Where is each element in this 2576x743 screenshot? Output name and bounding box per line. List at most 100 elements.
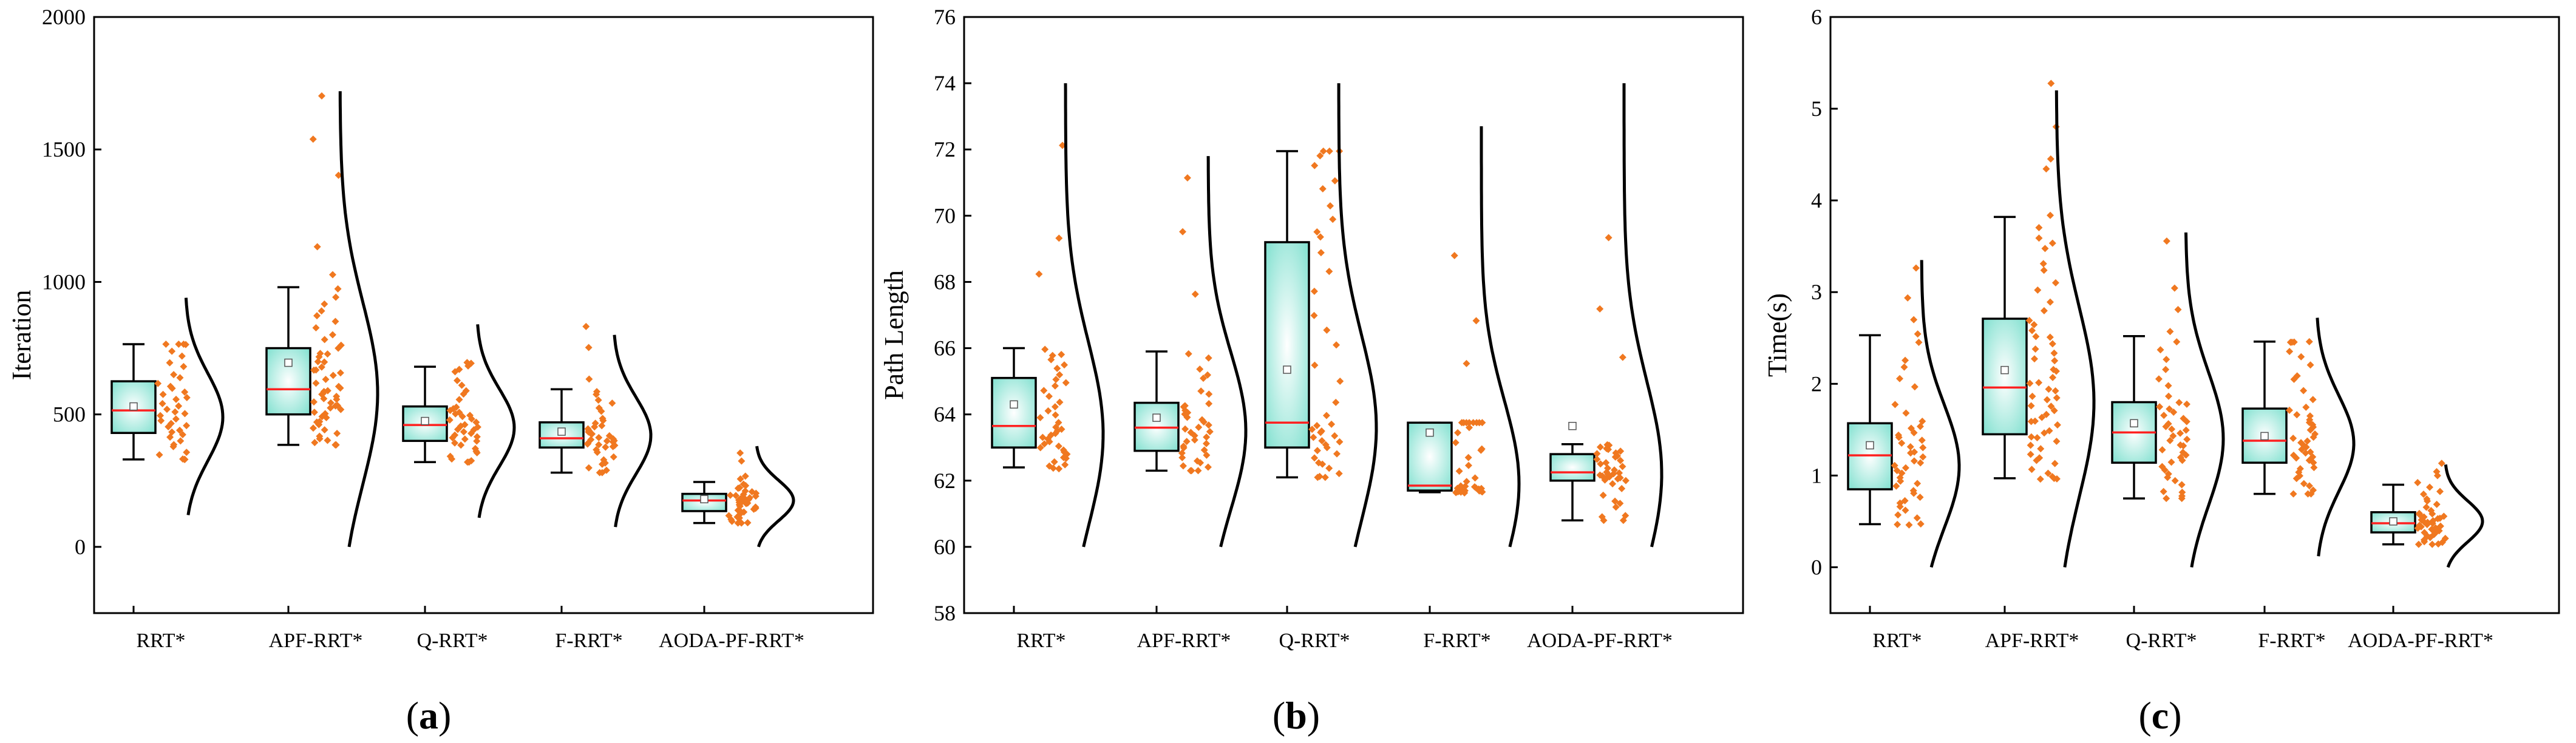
scatter-point	[2306, 412, 2314, 420]
scatter-point	[2158, 463, 2166, 470]
scatter-point	[1464, 461, 1472, 469]
scatter-point	[1918, 436, 1926, 444]
x-axis-categories: RRT* APF-RRT* Q-RRT* F-RRT* AODA-PF-RRT*	[1869, 606, 2493, 652]
scatter-point	[2305, 482, 2313, 490]
scatter-point	[1205, 400, 1213, 408]
series-AODA-PF-RRT*	[681, 446, 795, 548]
scatter-point	[1055, 465, 1063, 473]
scatter-point	[1465, 424, 1473, 432]
scatter-point	[2163, 356, 2170, 364]
scatter-point	[1053, 364, 1061, 372]
scatter-point	[1317, 249, 1325, 257]
scatter-point	[2045, 385, 2053, 393]
scatter-point	[1316, 472, 1324, 480]
scatter-point	[1322, 441, 1330, 449]
scatter-point	[1894, 521, 1901, 529]
scatter-point	[2164, 392, 2172, 400]
scatter-point	[457, 441, 465, 449]
scatter-point	[1325, 268, 1333, 276]
x-tick-label: RRT*	[1872, 629, 1922, 652]
scatter-point	[463, 359, 471, 367]
scatter-point	[2164, 382, 2172, 390]
scatter-point	[336, 369, 344, 377]
scatter-point	[2044, 469, 2052, 477]
scatter-point	[318, 92, 325, 100]
scatter-point	[1891, 461, 1898, 469]
scatter-point	[2309, 486, 2317, 494]
plot-area	[1847, 80, 2484, 568]
scatter-point	[318, 363, 325, 371]
scatter-point	[2166, 405, 2173, 413]
scatter-point	[2164, 420, 2172, 428]
scatter-point	[591, 419, 599, 427]
x-tick-label: AODA-PF-RRT*	[2348, 629, 2493, 652]
scatter-point	[177, 437, 185, 445]
scatter-points	[1593, 234, 1630, 524]
scatter-point	[2436, 522, 2444, 530]
mean-marker	[129, 402, 138, 411]
y-tick-label: 1000	[42, 270, 86, 294]
scatter-point	[2426, 483, 2434, 491]
scatter-point	[1179, 462, 1187, 470]
scatter-point	[2043, 396, 2051, 404]
density-curve	[1622, 83, 1664, 548]
scatter-points	[2155, 237, 2191, 503]
mean-marker	[557, 427, 566, 436]
y-tick-label: 70	[934, 203, 956, 228]
scatter-point	[313, 243, 321, 251]
scatter-point	[1187, 467, 1195, 475]
box-iqr	[110, 380, 157, 434]
scatter-point	[1051, 403, 1059, 411]
scatter-point	[2310, 464, 2318, 472]
scatter-point	[2041, 245, 2049, 253]
scatter-point	[178, 431, 186, 439]
scatter-points	[1308, 147, 1344, 481]
scatter-points	[1891, 264, 1927, 529]
scatter-point	[458, 381, 466, 389]
scatter-point	[461, 421, 469, 429]
y-tick-label: 5	[1811, 97, 1822, 121]
scatter-points	[154, 341, 191, 463]
scatter-point	[2305, 338, 2313, 345]
scatter-point	[1055, 442, 1062, 450]
scatter-point	[2047, 155, 2054, 163]
scatter-point	[1593, 450, 1601, 458]
scatter-points	[2414, 460, 2449, 548]
scatter-point	[2293, 372, 2301, 380]
scatter-point	[1061, 361, 1069, 369]
scatter-point	[2156, 403, 2164, 411]
scatter-point	[2035, 379, 2043, 387]
scatter-point	[1919, 444, 1927, 452]
scatter-point	[1061, 461, 1069, 469]
scatter-point	[1055, 234, 1063, 242]
scatter-point	[2163, 237, 2170, 245]
scatter-point	[584, 425, 592, 433]
scatter-point	[333, 402, 341, 410]
scatter-point	[1325, 147, 1333, 155]
box-iqr	[1264, 241, 1310, 449]
scatter-point	[2036, 475, 2044, 483]
mean-marker	[2130, 419, 2138, 428]
y-tick-label: 66	[934, 336, 956, 361]
scatter-point	[2040, 266, 2048, 274]
scatter-point	[321, 426, 328, 434]
density-curve	[2054, 90, 2096, 568]
scatter-point	[2039, 260, 2047, 268]
scatter-point	[2174, 305, 2182, 313]
scatter-point	[2036, 454, 2044, 462]
scatter-point	[2030, 355, 2038, 363]
scatter-point	[2041, 429, 2048, 437]
scatter-point	[1596, 443, 1604, 451]
scatter-point	[1612, 503, 1620, 511]
panel-caption: (a)	[406, 694, 452, 737]
scatter-point	[1452, 439, 1460, 447]
scatter-point	[1335, 470, 1343, 478]
scatter-point	[1619, 353, 1626, 361]
scatter-point	[1478, 445, 1486, 453]
scatter-point	[2438, 460, 2445, 467]
scatter-point	[1323, 326, 1331, 334]
series-Q-RRT*	[2111, 232, 2225, 568]
scatter-point	[1052, 411, 1059, 419]
box-iqr	[1549, 453, 1596, 482]
scatter-point	[736, 449, 744, 457]
